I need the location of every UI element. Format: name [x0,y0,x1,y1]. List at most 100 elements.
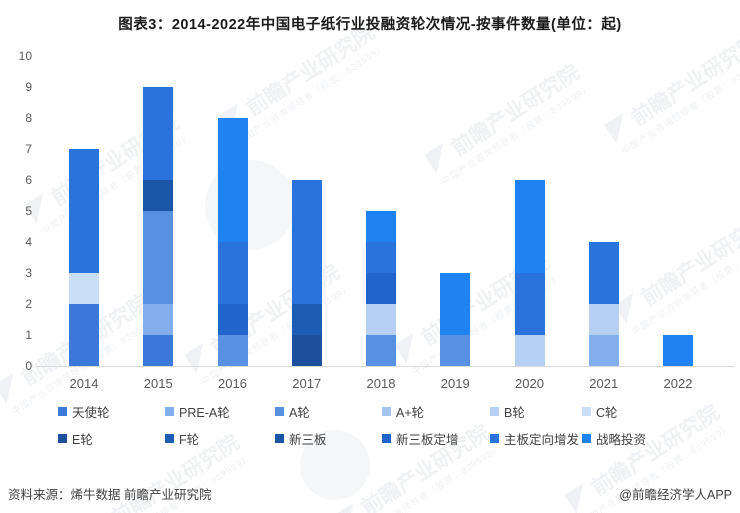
legend-label: 天使轮 [72,405,110,420]
legend-label: 新三板定增 [396,432,459,447]
x-tick-label: 2019 [440,376,470,391]
y-tick-label: 4 [25,235,32,249]
x-tick-label: 2014 [69,376,99,391]
legend-item: 天使轮 [58,404,110,420]
bar-segment [440,335,471,366]
bar-segment [663,335,693,366]
bar-segment [69,149,99,273]
bar-segment [143,304,174,335]
y-tick-label: 9 [25,80,32,94]
x-axis-line [36,366,734,367]
bar-segment [143,335,174,366]
legend-label: A+轮 [396,405,425,420]
legend-item: 新三板 [275,431,327,447]
bar-segment [143,180,174,211]
watermark-text: ◤ 前瞻产业研究院中国产业咨询领导者（股票：839599） [425,60,594,187]
legend-label: F轮 [179,432,200,447]
legend-item: C轮 [582,404,618,420]
legend-label: B轮 [504,405,525,420]
watermark-subtext: 中国产业咨询领导者（股票：839599） [99,452,254,513]
bar-segment [217,304,248,335]
legend-swatch-icon [382,433,391,443]
legend-label: PRE-A轮 [179,405,230,420]
bar-segment [291,304,322,335]
watermark-subtext: 中国产业咨询领导者（股票：839599） [619,52,740,157]
legend-item: F轮 [165,431,200,447]
x-tick-label: 2020 [515,376,544,391]
x-tick-label: 2017 [292,376,322,391]
bar-segment [588,335,619,366]
source-note: 资料来源：烯牛数据 前瞻产业研究院 [8,488,212,502]
legend-swatch-icon [490,433,499,443]
y-tick-label: 3 [25,266,32,280]
y-tick-label: 10 [18,49,32,63]
bar-segment [514,335,545,366]
legend-swatch-icon [165,406,174,416]
legend-swatch-icon [275,406,284,416]
legend-item: 战略投资 [582,431,647,447]
bar-segment [143,211,174,304]
y-tick-label: 5 [25,204,32,218]
watermark-text: ◤ 前瞻产业研究院中国产业咨询领导者（股票：839599） [602,26,740,158]
y-tick-label: 7 [25,142,32,156]
legend-swatch-icon [58,406,67,416]
watermark-subtext: 中国产业咨询领导者（股票：839599） [629,232,740,337]
watermark-subtext: 中国产业咨询领导者（股票：839599） [439,82,594,187]
legend-swatch-icon [582,406,591,416]
legend-swatch-icon [582,433,591,443]
legend-label: 战略投资 [596,432,647,447]
bar-segment [291,180,322,304]
legend-item: 新三板定增 [382,431,459,447]
legend-label: 主板定向增发 [504,432,580,447]
watermark-text: ◤ 前瞻产业研究院中国产业咨询领导者（股票：839599） [185,260,354,387]
y-tick-label: 2 [25,297,32,311]
legend-item: PRE-A轮 [165,404,230,420]
y-tick-label: 6 [25,173,32,187]
watermark-text: ◤ 前瞻产业研究院中国产业咨询领导者（股票：839599） [612,206,740,338]
bar-segment [69,304,99,366]
bar-segment [514,180,545,273]
legend-swatch-icon [165,433,174,443]
x-tick-label: 2015 [143,376,173,391]
legend-item: E轮 [58,431,93,447]
bar-segment [366,273,396,304]
bar-segment [588,304,619,335]
bar-segment [366,335,396,366]
legend-swatch-icon [382,406,391,416]
bar-segment [291,335,322,366]
bar-segment [217,118,248,242]
bar-segment [440,273,471,335]
bar-segment [366,304,396,335]
app-credit: @前瞻经济学人APP [619,488,732,502]
legend-swatch-icon [58,433,67,443]
footer: 资料来源：烯牛数据 前瞻产业研究院 @前瞻经济学人APP [8,484,732,503]
bar-segment [69,273,99,304]
bar-segment [366,211,396,242]
legend-item: A+轮 [382,404,425,420]
legend-label: A轮 [289,405,310,420]
bar-segment [588,242,619,304]
legend-swatch-icon [490,406,499,416]
legend-item: A轮 [275,404,310,420]
legend-swatch-icon [275,433,284,443]
x-tick-label: 2022 [663,376,693,391]
bar-segment [514,273,545,335]
watermark-subtext: 中国产业咨询领导者（股票：839599） [234,42,389,147]
y-tick-label: 8 [25,111,32,125]
bar-segment [143,87,174,180]
y-tick-label: 1 [25,328,32,342]
chart-title: 图表3：2014-2022年中国电子纸行业投融资轮次情况-按事件数量(单位：起) [118,17,622,33]
legend-label: 新三板 [289,432,327,447]
legend-item: 主板定向增发 [490,431,580,447]
x-tick-label: 2021 [589,376,619,391]
legend-item: B轮 [490,404,525,420]
bar-segment [217,242,248,304]
bar-segment [217,335,248,366]
legend-label: C轮 [596,405,618,420]
legend-label: E轮 [72,432,93,447]
x-tick-label: 2018 [366,376,396,391]
bar-segment [366,242,396,273]
y-tick-label: 0 [25,359,32,373]
x-tick-label: 2016 [218,376,247,391]
